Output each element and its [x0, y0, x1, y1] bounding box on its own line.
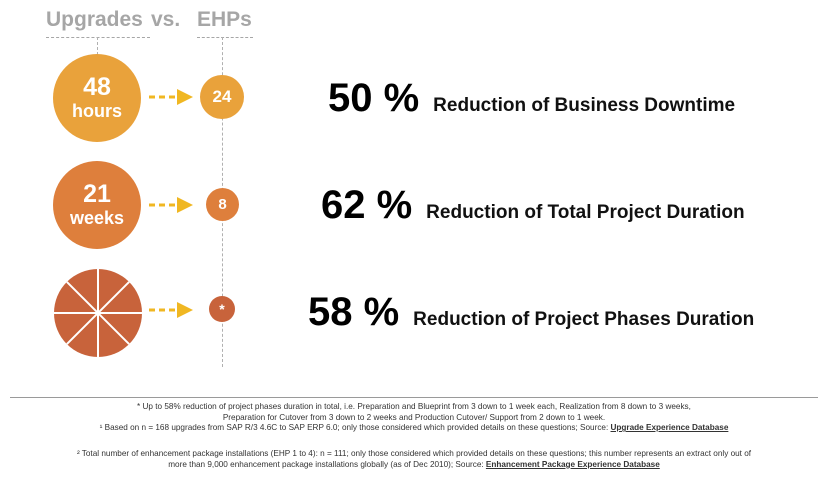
arrow-icon — [149, 89, 193, 105]
ehp-value: 8 — [218, 196, 227, 213]
column-guide-upgrades — [97, 37, 98, 55]
upgrade-value: 21 — [83, 180, 111, 208]
footnote-2-text: more than 9,000 enhancement package inst… — [168, 459, 486, 469]
upgrade-experience-database-link[interactable]: Upgrade Experience Database — [610, 423, 729, 433]
header-underline-ehps — [197, 37, 253, 38]
footnote-2-line1: ² Total number of enhancement package in… — [76, 449, 752, 458]
upgrade-unit: weeks — [69, 208, 125, 228]
pie-segments-icon — [54, 269, 142, 357]
header-upgrades: Upgrades — [46, 8, 143, 31]
upgrade-circle-project-duration: 21 weeks — [53, 161, 141, 249]
metric-phases-duration: 58 % Reduction of Project Phases Duratio… — [308, 290, 754, 335]
ehp-circle-project-duration: 8 — [206, 188, 239, 221]
footnote-2: ² Total number of enhancement package in… — [12, 449, 816, 470]
metric-percent: 62 % — [321, 183, 413, 227]
metric-description: Reduction of Project Phases Duration — [413, 309, 755, 330]
ehp-value: * — [219, 301, 225, 317]
header-ehps: EHPs — [197, 8, 252, 31]
metric-percent: 58 % — [308, 290, 400, 334]
header-underline-upgrades — [46, 37, 150, 38]
footnote-star-line1: * Up to 58% reduction of project phases … — [137, 402, 691, 411]
upgrade-value: 48 — [83, 73, 111, 101]
footnote-star: * Up to 58% reduction of project phases … — [12, 402, 816, 434]
footnote-1: ¹ Based on n = 168 upgrades from SAP R/3… — [12, 423, 816, 434]
metric-description: Reduction of Business Downtime — [433, 95, 736, 116]
header-vs: vs. — [151, 8, 181, 31]
footnote-2-line2: more than 9,000 enhancement package inst… — [12, 460, 816, 471]
ehp-value: 24 — [212, 87, 232, 106]
upgrade-unit: hours — [71, 101, 122, 121]
footnote-1-text: ¹ Based on n = 168 upgrades from SAP R/3… — [99, 423, 611, 433]
metric-project-duration: 62 % Reduction of Total Project Duration — [321, 183, 745, 228]
ehp-experience-database-link[interactable]: Enhancement Package Experience Database — [485, 459, 660, 469]
ehp-circle-phases-duration: * — [209, 296, 235, 322]
metric-percent: 50 % — [328, 76, 420, 120]
arrow-icon — [149, 302, 193, 318]
ehp-circle-downtime: 24 — [200, 75, 244, 119]
metric-description: Reduction of Total Project Duration — [426, 202, 745, 223]
metric-downtime: 50 % Reduction of Business Downtime — [328, 76, 735, 121]
upgrade-circle-downtime: 48 hours — [53, 54, 141, 142]
footnote-star-line2: Preparation for Cutover from 3 down to 2… — [222, 412, 606, 422]
footnote-divider — [10, 397, 818, 398]
arrow-icon — [149, 197, 193, 213]
